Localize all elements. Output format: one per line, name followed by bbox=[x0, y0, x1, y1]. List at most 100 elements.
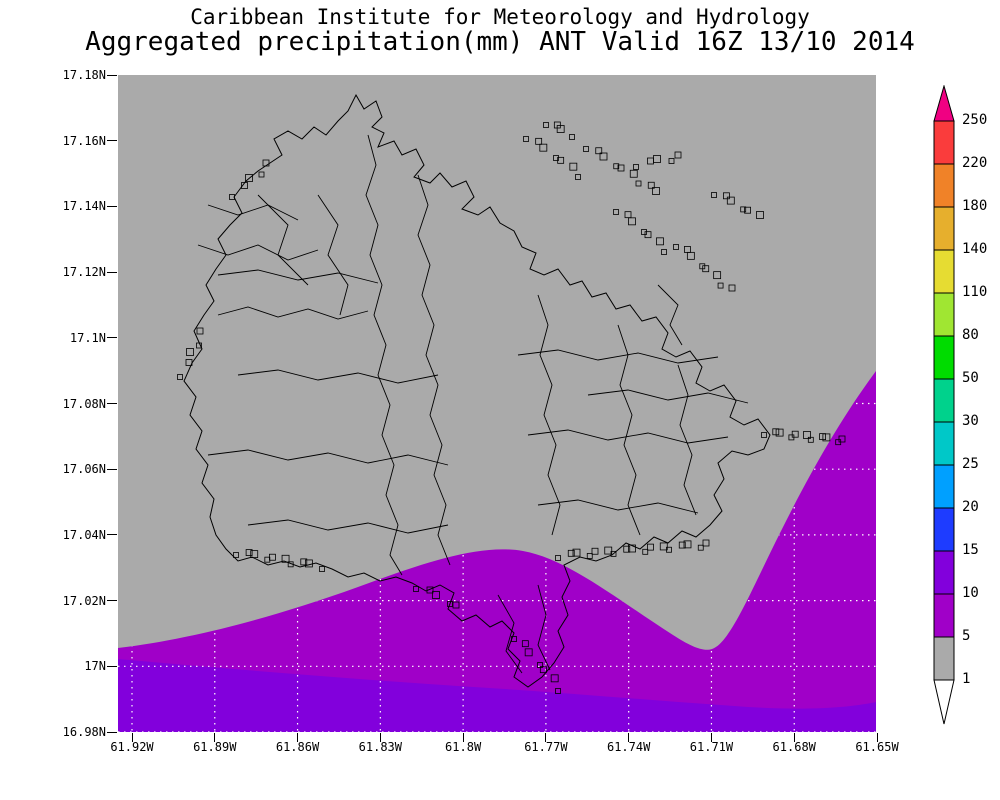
coastal-bead bbox=[652, 187, 660, 195]
colorbar-level-label: 250 bbox=[962, 112, 988, 128]
colorbar-top-triangle bbox=[933, 85, 955, 122]
coastal-bead bbox=[241, 182, 248, 189]
coastal-bead bbox=[556, 125, 565, 133]
lat-tick-mark bbox=[107, 403, 117, 404]
lat-tick-mark bbox=[107, 600, 117, 602]
lon-tick-label: 61.92W bbox=[110, 740, 154, 754]
lon-tick-label: 61.89W bbox=[193, 740, 237, 754]
colorbar-segment bbox=[933, 593, 955, 638]
lon-tick-mark bbox=[628, 733, 630, 742]
coastal-bead bbox=[287, 561, 294, 568]
coastal-bead bbox=[567, 549, 575, 557]
institute-title: Caribbean Institute for Meteorology and … bbox=[190, 5, 810, 29]
coastal-bead bbox=[613, 209, 619, 215]
coastal-bead bbox=[717, 282, 724, 289]
coastal-bead bbox=[613, 163, 620, 170]
lat-tick-label: 17.02N bbox=[62, 593, 106, 608]
coastal-bead bbox=[756, 211, 764, 219]
lon-tick-mark bbox=[379, 733, 381, 742]
lat-tick-mark bbox=[107, 74, 117, 76]
colorbar-segment bbox=[933, 249, 955, 294]
lat-tick-mark bbox=[107, 534, 117, 536]
coastal-bead bbox=[550, 674, 559, 683]
coastal-bead bbox=[250, 550, 259, 559]
coastal-bead bbox=[713, 271, 722, 280]
lon-tick-label: 61.8W bbox=[445, 740, 482, 754]
lon-tick-mark bbox=[793, 733, 795, 742]
island-watershed-outlines bbox=[177, 93, 846, 694]
lon-tick-mark bbox=[876, 733, 878, 742]
coastal-bead bbox=[583, 146, 589, 152]
coastal-bead bbox=[628, 544, 636, 553]
colorbar-level-label: 25 bbox=[962, 456, 979, 472]
coastal-bead bbox=[642, 548, 649, 555]
coastal-bead bbox=[595, 147, 603, 155]
colorbar-segment bbox=[933, 335, 955, 380]
coastal-bead bbox=[678, 541, 686, 549]
coastal-bead bbox=[511, 636, 517, 642]
coastal-bead bbox=[674, 151, 682, 159]
colorbar-level-label: 50 bbox=[962, 370, 979, 386]
lat-tick-label: 17.12N bbox=[62, 265, 106, 280]
coastal-bead bbox=[653, 155, 661, 163]
colorbar-level-label: 220 bbox=[962, 155, 988, 171]
coastal-bead bbox=[591, 547, 599, 555]
coastal-bead bbox=[617, 164, 625, 172]
coastal-bead bbox=[624, 211, 632, 219]
coastal-bead bbox=[822, 433, 831, 442]
coastal-bead bbox=[744, 206, 751, 214]
coastal-bead bbox=[245, 549, 253, 556]
lon-tick-mark bbox=[297, 733, 299, 742]
coastal-bead bbox=[539, 666, 547, 674]
lon-tick-mark bbox=[710, 733, 712, 742]
coastal-bead bbox=[628, 217, 636, 226]
coastal-bead bbox=[432, 591, 440, 599]
coastal-bead bbox=[666, 546, 672, 553]
colorbar-level-label: 30 bbox=[962, 413, 979, 429]
coastal-bead bbox=[775, 428, 784, 437]
colorbar-segment bbox=[933, 120, 955, 165]
lon-tick-mark bbox=[462, 733, 464, 742]
coastal-bead bbox=[557, 156, 565, 164]
coastal-bead bbox=[586, 553, 593, 559]
colorbar bbox=[933, 85, 955, 725]
coastal-bead bbox=[575, 174, 581, 180]
shading-band-5-10mm bbox=[118, 371, 876, 732]
coastal-bead bbox=[555, 688, 561, 694]
colorbar-level-label: 20 bbox=[962, 499, 979, 515]
coastal-bead bbox=[569, 134, 575, 140]
coastal-bead bbox=[807, 436, 814, 443]
coastal-bead bbox=[186, 348, 194, 356]
coastal-bead bbox=[644, 231, 652, 239]
coastal-bead bbox=[659, 542, 668, 551]
coastal-bead bbox=[300, 558, 308, 566]
colorbar-level-label: 15 bbox=[962, 542, 979, 558]
coastal-bead bbox=[177, 374, 183, 380]
coastal-bead bbox=[452, 601, 460, 609]
coastal-bead bbox=[262, 159, 270, 167]
coastal-bead bbox=[245, 174, 253, 182]
colorbar-level-label: 1 bbox=[962, 671, 971, 687]
coastal-bead bbox=[838, 435, 846, 443]
coastal-bead bbox=[629, 169, 638, 178]
coastal-bead bbox=[761, 432, 767, 438]
lat-tick-mark bbox=[107, 468, 117, 470]
map-svg bbox=[118, 75, 876, 732]
colorbar-segment bbox=[933, 507, 955, 552]
lat-tick-mark bbox=[107, 140, 117, 142]
lat-tick-mark bbox=[107, 337, 117, 339]
colorbar-segment bbox=[933, 292, 955, 337]
coastal-bead bbox=[539, 143, 548, 152]
lat-tick-label: 17.18N bbox=[62, 68, 106, 82]
lon-tick-label: 61.77W bbox=[524, 740, 568, 754]
coastal-bead bbox=[702, 265, 710, 273]
colorbar-segment bbox=[933, 206, 955, 251]
coastal-bead bbox=[668, 158, 675, 164]
coastal-bead bbox=[610, 550, 617, 557]
coastal-bead-polygons bbox=[177, 121, 846, 694]
colorbar-bottom-triangle bbox=[933, 679, 955, 725]
lon-tick-label: 61.86W bbox=[275, 740, 320, 754]
coastal-bead bbox=[447, 601, 453, 607]
map-plot-area bbox=[118, 75, 876, 732]
coastal-bead bbox=[535, 137, 543, 145]
